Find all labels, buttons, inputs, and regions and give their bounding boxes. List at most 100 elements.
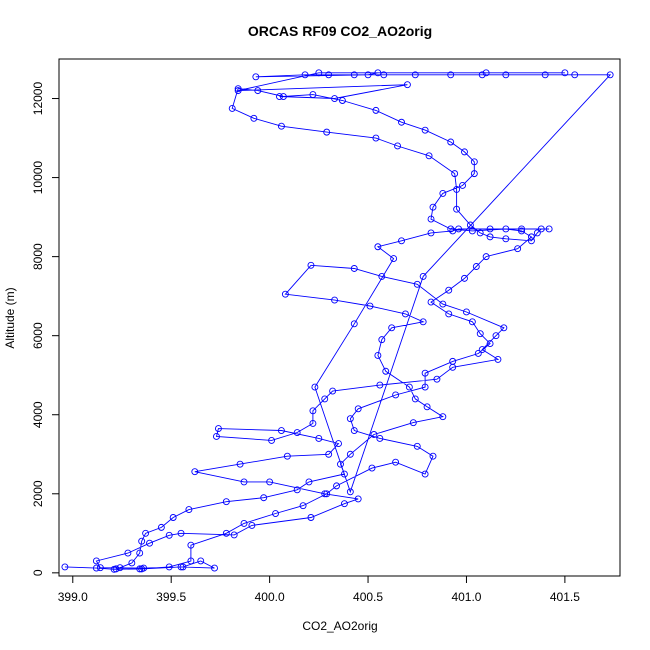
data-point xyxy=(502,71,510,79)
data-point xyxy=(250,114,258,122)
data-point xyxy=(301,71,309,79)
data-point xyxy=(461,148,468,156)
data-point xyxy=(346,450,354,458)
data-point xyxy=(419,318,427,326)
data-point xyxy=(112,565,120,573)
data-point xyxy=(482,69,490,77)
data-point xyxy=(214,425,222,433)
data-point xyxy=(309,419,317,427)
data-point xyxy=(138,537,146,545)
chart-title: ORCAS RF09 CO2_AO2orig xyxy=(248,23,432,39)
data-point xyxy=(350,427,358,434)
data-point xyxy=(380,71,388,79)
series-layer xyxy=(61,69,614,573)
data-point xyxy=(325,71,333,79)
data-point xyxy=(283,452,291,460)
data-point xyxy=(500,324,508,332)
data-point xyxy=(321,395,329,403)
data-point xyxy=(179,563,187,571)
data-point xyxy=(463,308,470,316)
x-axis: 399.0 399.5 400.0 400.5 401.0 401.5 xyxy=(58,576,580,604)
data-point xyxy=(185,506,193,514)
data-point xyxy=(277,427,285,434)
data-point xyxy=(307,514,315,521)
y-tick-label: 0 xyxy=(31,569,45,576)
y-tick-label: 4000 xyxy=(31,401,45,428)
data-point xyxy=(439,413,447,421)
data-point xyxy=(378,272,386,280)
data-point xyxy=(388,324,396,332)
data-point xyxy=(533,229,541,237)
data-point xyxy=(146,539,153,547)
data-point xyxy=(449,357,457,365)
x-tick-label: 400.5 xyxy=(353,590,383,604)
data-point xyxy=(514,245,522,253)
y-tick-label: 2000 xyxy=(31,480,45,507)
data-point xyxy=(236,460,244,468)
data-point xyxy=(453,205,461,213)
data-point xyxy=(439,189,447,197)
series-line xyxy=(64,72,612,570)
data-point xyxy=(340,470,348,478)
data-point xyxy=(354,405,362,413)
data-point xyxy=(309,407,317,415)
data-point xyxy=(421,383,429,391)
y-tick-label: 12000 xyxy=(31,82,45,116)
data-point xyxy=(376,381,384,389)
data-point xyxy=(472,263,480,270)
y-tick-label: 6000 xyxy=(31,322,45,349)
data-point xyxy=(518,227,526,235)
data-point xyxy=(468,227,476,235)
data-point xyxy=(128,559,136,567)
data-point xyxy=(370,431,378,438)
data-point xyxy=(455,225,463,233)
data-point xyxy=(350,320,358,328)
data-point xyxy=(222,498,230,506)
data-point xyxy=(339,97,346,104)
plot-frame xyxy=(58,58,621,577)
data-point xyxy=(346,488,354,496)
data-point xyxy=(307,261,315,269)
data-point xyxy=(323,128,331,136)
data-point xyxy=(447,71,455,79)
data-point xyxy=(315,69,323,77)
data-point xyxy=(92,564,100,572)
data-point xyxy=(268,436,276,444)
y-axis-label: Altitude (m) xyxy=(3,287,17,348)
data-point xyxy=(177,529,185,537)
data-point xyxy=(527,233,535,241)
data-point xyxy=(476,330,484,338)
data-point xyxy=(502,225,510,233)
data-point xyxy=(279,93,287,100)
data-point xyxy=(419,272,427,280)
data-point xyxy=(445,310,453,318)
data-point xyxy=(411,71,419,79)
data-point xyxy=(340,500,348,508)
data-point xyxy=(494,355,502,363)
data-point xyxy=(459,182,466,189)
data-point xyxy=(222,529,230,537)
data-point xyxy=(116,564,124,572)
data-point xyxy=(191,468,199,476)
data-point xyxy=(240,519,248,527)
data-point xyxy=(466,221,474,229)
data-point xyxy=(277,122,285,130)
data-point xyxy=(228,104,236,112)
data-point xyxy=(252,73,260,81)
data-point xyxy=(354,495,362,503)
data-point xyxy=(392,391,400,399)
data-point xyxy=(478,346,486,353)
data-point xyxy=(299,502,307,510)
data-point xyxy=(293,429,301,436)
data-point xyxy=(346,415,354,423)
data-point xyxy=(372,106,380,114)
data-point xyxy=(374,69,382,77)
x-tick-label: 400.0 xyxy=(255,590,285,604)
x-axis-label: CO2_AO2orig xyxy=(302,619,377,633)
x-tick-label: 399.0 xyxy=(58,590,88,604)
data-point xyxy=(394,142,402,150)
data-point xyxy=(325,450,333,458)
data-point xyxy=(445,286,453,294)
data-point xyxy=(425,152,433,160)
